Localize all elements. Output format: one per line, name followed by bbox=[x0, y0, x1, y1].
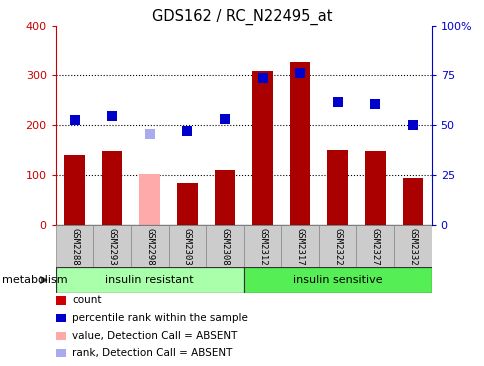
Bar bbox=[56, 225, 93, 267]
Bar bbox=[93, 225, 131, 267]
Bar bbox=[139, 174, 160, 225]
Text: count: count bbox=[72, 295, 102, 306]
Text: percentile rank within the sample: percentile rank within the sample bbox=[72, 313, 248, 323]
Text: insulin sensitive: insulin sensitive bbox=[292, 275, 382, 285]
Bar bbox=[214, 170, 235, 225]
Bar bbox=[289, 61, 310, 225]
Bar bbox=[364, 151, 385, 225]
Text: GSM2288: GSM2288 bbox=[70, 228, 79, 266]
Bar bbox=[243, 267, 431, 293]
Text: GSM2317: GSM2317 bbox=[295, 228, 304, 266]
Bar bbox=[318, 225, 356, 267]
Text: GSM2308: GSM2308 bbox=[220, 228, 229, 266]
Bar bbox=[177, 183, 197, 225]
Bar bbox=[281, 225, 318, 267]
Bar bbox=[56, 267, 243, 293]
Bar bbox=[206, 225, 243, 267]
Text: GSM2332: GSM2332 bbox=[408, 228, 417, 266]
Text: metabolism: metabolism bbox=[2, 275, 68, 285]
Text: value, Detection Call = ABSENT: value, Detection Call = ABSENT bbox=[72, 330, 237, 341]
Bar bbox=[393, 225, 431, 267]
Text: GSM2293: GSM2293 bbox=[107, 228, 117, 266]
Text: GSM2322: GSM2322 bbox=[333, 228, 342, 266]
Bar bbox=[64, 155, 85, 225]
Bar bbox=[168, 225, 206, 267]
Bar bbox=[356, 225, 393, 267]
Text: GSM2298: GSM2298 bbox=[145, 228, 154, 266]
Bar bbox=[243, 225, 281, 267]
Bar bbox=[252, 71, 272, 225]
Text: GSM2303: GSM2303 bbox=[182, 228, 192, 266]
Text: GSM2327: GSM2327 bbox=[370, 228, 379, 266]
Bar bbox=[327, 150, 348, 225]
Bar bbox=[402, 178, 423, 225]
Text: insulin resistant: insulin resistant bbox=[105, 275, 194, 285]
Text: rank, Detection Call = ABSENT: rank, Detection Call = ABSENT bbox=[72, 348, 232, 358]
Text: GDS162 / RC_N22495_at: GDS162 / RC_N22495_at bbox=[152, 9, 332, 25]
Text: GSM2312: GSM2312 bbox=[257, 228, 267, 266]
Bar bbox=[131, 225, 168, 267]
Bar bbox=[102, 151, 122, 225]
